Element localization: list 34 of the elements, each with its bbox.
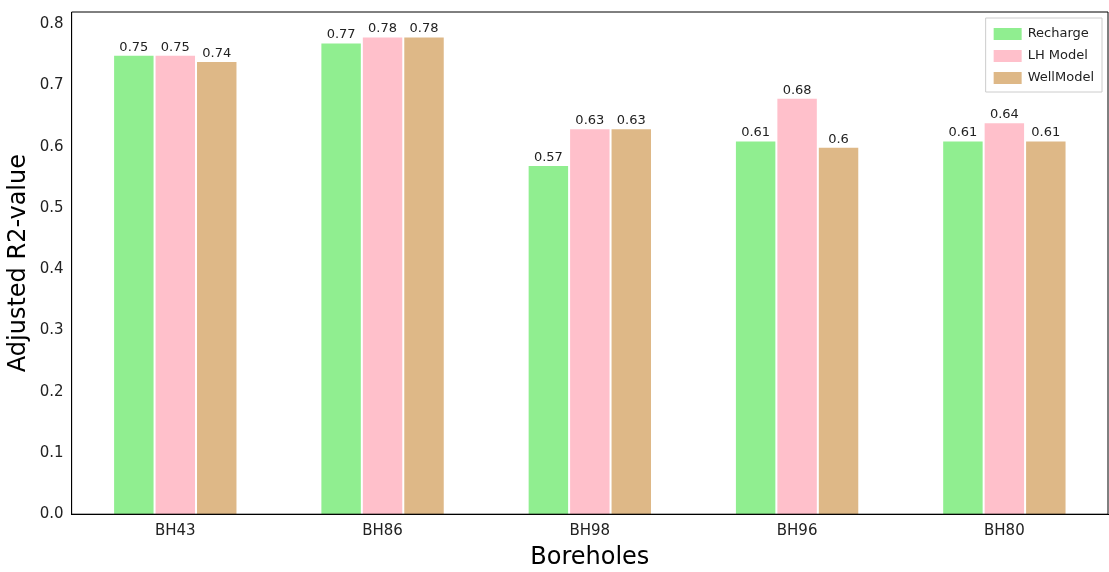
data-label: 0.61 [1031,124,1061,140]
y-tick-label: 0.7 [39,75,64,94]
x-tick-label: BH98 [569,521,611,540]
y-axis-title: Adjusted R2-value [2,154,31,373]
data-label: 0.74 [202,44,232,60]
data-label: 0.61 [741,124,771,140]
x-tick-label: BH80 [984,521,1025,540]
data-label: 0.63 [616,112,646,128]
data-label: 0.64 [989,106,1019,122]
y-tick-label: 0.0 [39,504,64,523]
data-label: 0.61 [948,124,978,140]
data-label: 0.6 [828,130,849,146]
data-label: 0.75 [119,38,149,54]
x-tick-label: BH86 [362,521,403,540]
x-tick-label: BH96 [776,521,818,540]
x-axis-title: Boreholes [530,541,650,570]
y-tick-label: 0.6 [39,136,64,155]
y-tick-label: 0.3 [39,320,64,339]
y-tick-label: 0.1 [39,442,64,461]
data-label: 0.78 [409,20,439,36]
data-label: 0.75 [160,38,190,54]
data-label: 0.77 [326,26,356,42]
y-tick-label: 0.8 [39,14,64,33]
data-label: 0.78 [368,20,398,36]
x-tick-label: BH43 [154,521,196,540]
legend-label: LH Model [1027,47,1088,63]
data-label: 0.57 [533,148,563,164]
legend-label: WellModel [1027,69,1095,85]
y-tick-label: 0.4 [39,259,64,278]
y-tick-label: 0.5 [39,197,64,216]
legend-label: Recharge [1027,25,1089,41]
data-label: 0.63 [575,112,605,128]
y-tick-label: 0.2 [39,381,64,400]
data-label: 0.68 [782,81,812,97]
